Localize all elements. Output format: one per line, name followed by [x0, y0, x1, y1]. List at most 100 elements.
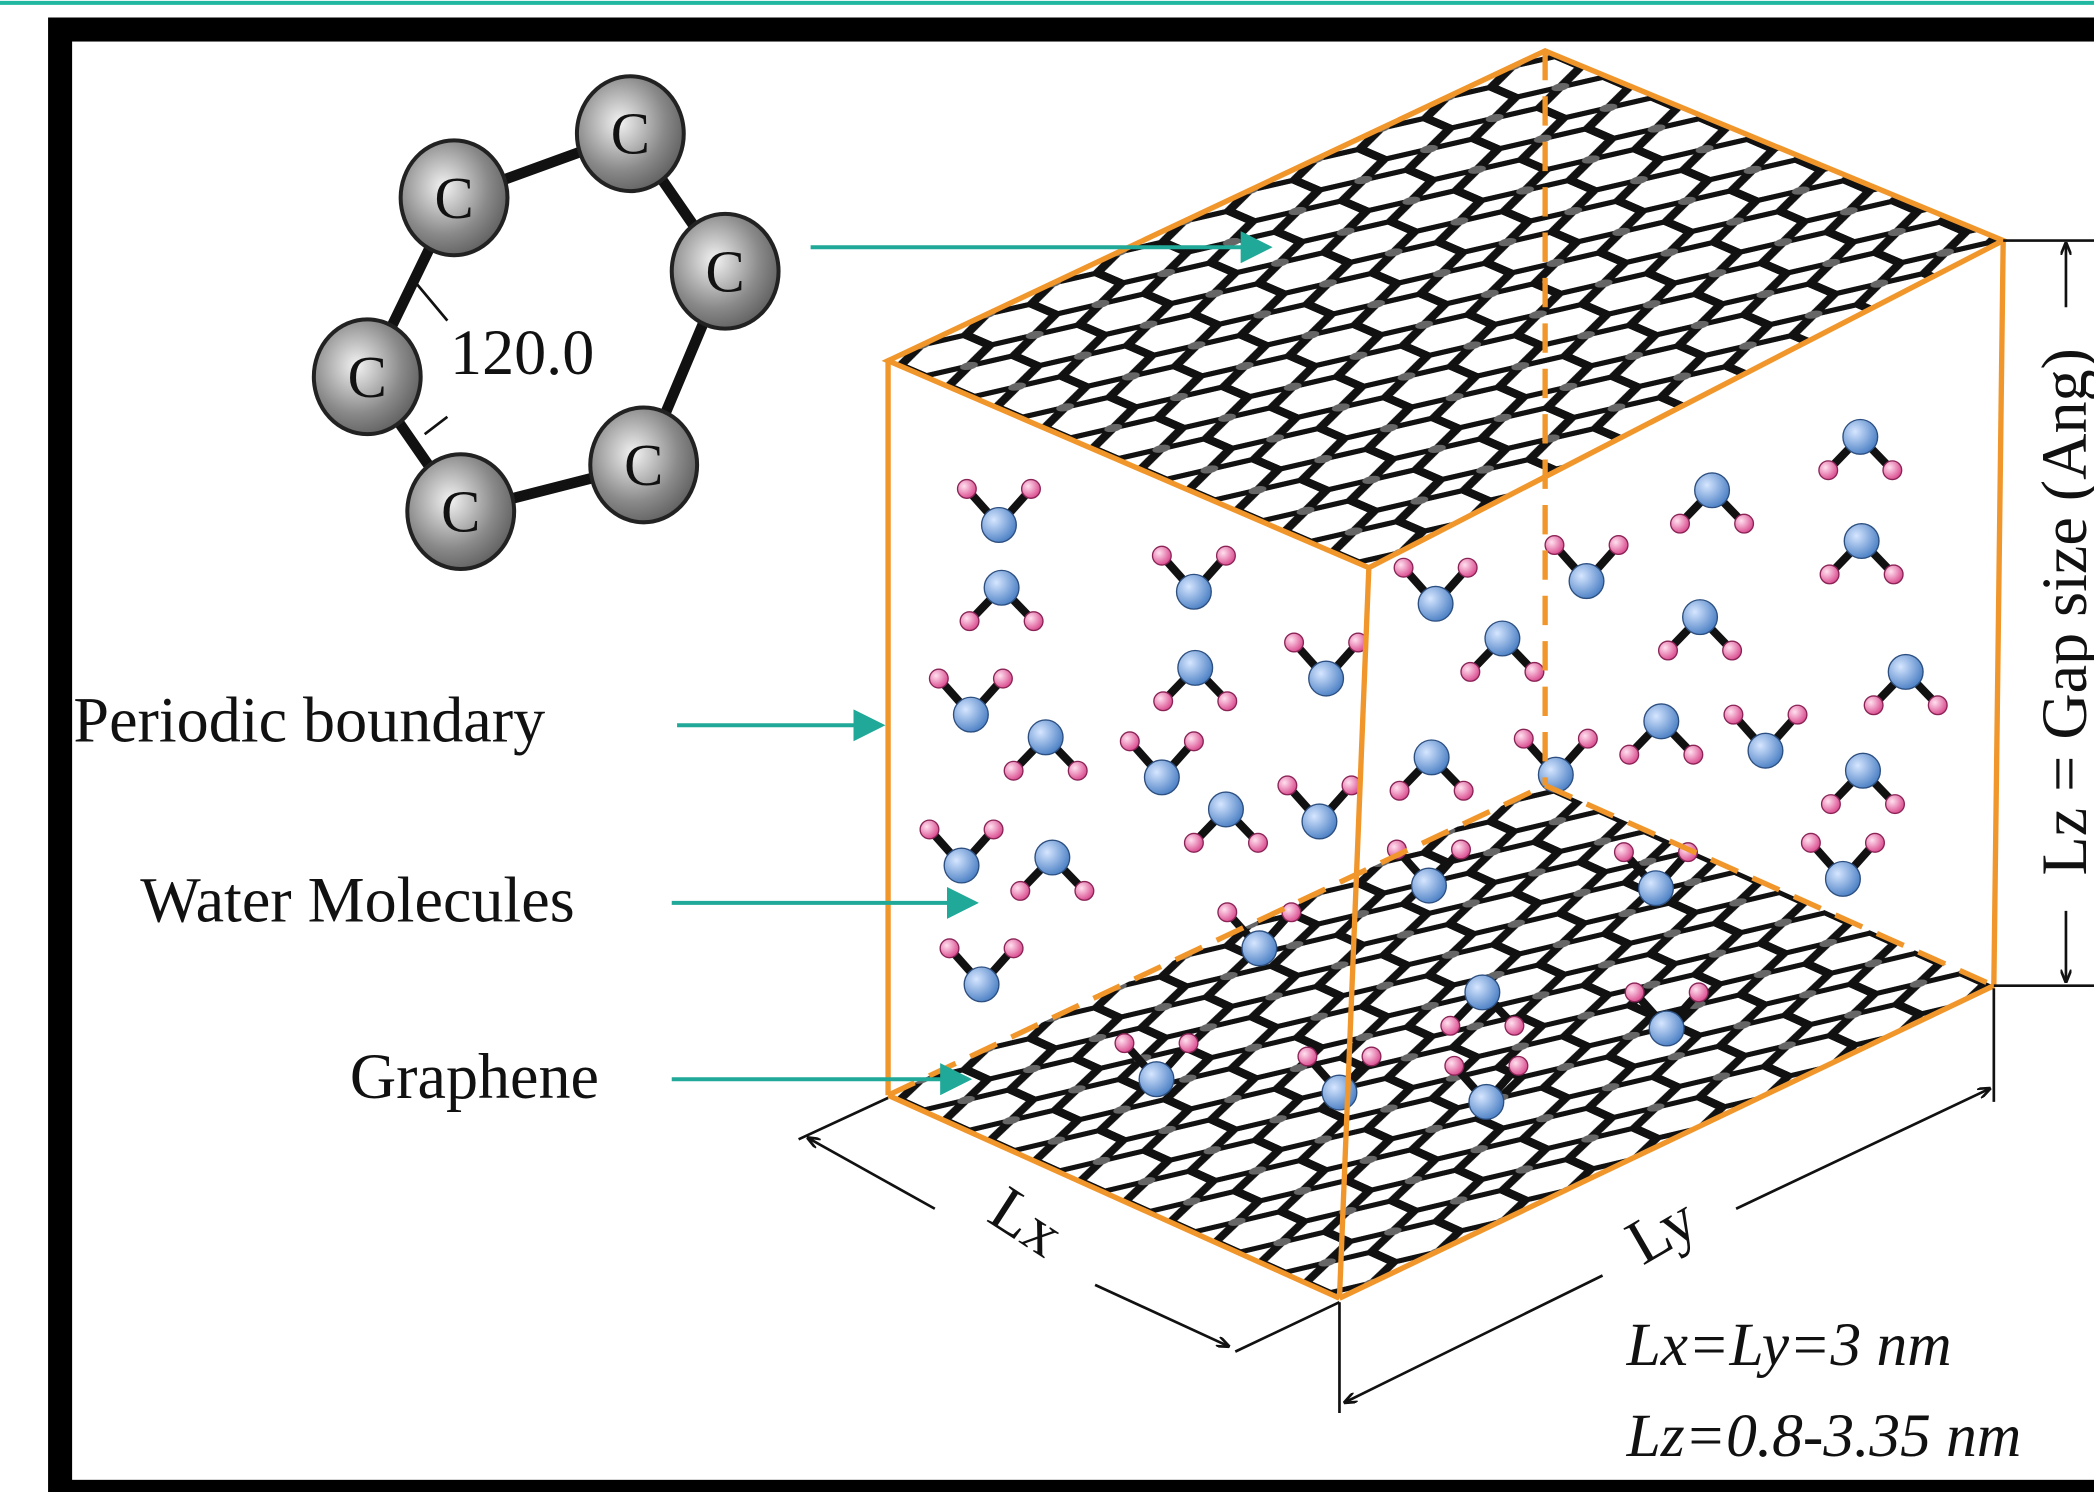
hydrogen [1866, 833, 1885, 852]
water-molecule [1819, 419, 1902, 479]
hydrogen [1735, 514, 1754, 533]
water-molecule [1514, 729, 1597, 792]
water-molecule [1671, 473, 1754, 533]
hydrogen [1004, 761, 1023, 780]
oxygen [954, 697, 989, 732]
water-molecule [1011, 840, 1094, 900]
hydrogen [1282, 903, 1301, 922]
water-molecule [1394, 558, 1477, 621]
periodic-boundary-label: Periodic boundary [73, 684, 545, 755]
oxygen [1469, 1085, 1504, 1120]
hydrogen [1724, 705, 1743, 724]
size-note: Lx=Ly=3 nm [1626, 1311, 1952, 1379]
hydrogen [958, 480, 977, 499]
water-molecule [1278, 776, 1361, 839]
oxygen [982, 508, 1017, 543]
oxygen [1843, 419, 1878, 454]
hydrogen [1217, 546, 1236, 565]
hydrogen [1362, 1047, 1381, 1066]
hydrogen [1154, 692, 1173, 711]
hydrogen [1394, 558, 1413, 577]
hydrogen [1249, 833, 1268, 852]
hydrogen [1609, 536, 1628, 555]
hydrogen [1120, 732, 1139, 751]
hydrogen [960, 612, 979, 631]
hydrogen [1615, 843, 1634, 862]
oxygen [1412, 868, 1447, 903]
angle-label: 120.0 [450, 317, 594, 388]
hydrogen [1689, 983, 1708, 1002]
hydrogen [1514, 729, 1533, 748]
hydrogen [1505, 1016, 1524, 1035]
hydrogen [1671, 514, 1690, 533]
hydrogen [1545, 536, 1564, 555]
hydrogen [1802, 833, 1821, 852]
oxygen [1748, 733, 1783, 768]
water-molecule [1185, 792, 1268, 852]
hydrogen [1390, 781, 1409, 800]
water-molecule [940, 939, 1023, 1002]
hydrogen [1461, 663, 1480, 682]
water-molecule [1120, 732, 1203, 795]
hydrogen [1445, 1056, 1464, 1075]
hydrogen [940, 939, 959, 958]
hydrogen [1285, 633, 1304, 652]
lz-label: Lz = Gap size (Ang) [2029, 348, 2094, 875]
hydrogen [1659, 641, 1678, 660]
hydrogen [1625, 983, 1644, 1002]
page: {"ring":{"atoms":["C","C","C","C","C","C… [0, 0, 2094, 1492]
hydrogen [1884, 565, 1903, 584]
hydrogen [920, 820, 939, 839]
water-molecule [958, 480, 1041, 543]
water-molecule [929, 669, 1012, 732]
hydrogen [1024, 612, 1043, 631]
hydrogen [1620, 745, 1639, 764]
water-molecule [1390, 740, 1473, 800]
hydrogen [929, 669, 948, 688]
oxygen [1683, 600, 1718, 635]
hydrogen [1004, 939, 1023, 958]
lx-label: Lx [977, 1172, 1075, 1270]
hydrogen [1820, 565, 1839, 584]
oxygen [1695, 473, 1730, 508]
hydrogen [1864, 696, 1883, 715]
hydrogen [1218, 903, 1237, 922]
atom-label: C [624, 433, 663, 498]
hydrogen [1075, 882, 1094, 901]
oxygen [1485, 621, 1520, 656]
oxygen [1569, 564, 1604, 599]
oxygen [1826, 862, 1861, 897]
oxygen [1644, 704, 1679, 739]
hydrogen [1153, 546, 1172, 565]
oxygen [1177, 574, 1212, 609]
size-note: Lz=0.8-3.35 nm [1626, 1402, 2022, 1470]
oxygen [1178, 651, 1213, 686]
oxygen [1035, 840, 1070, 875]
hydrogen [1179, 1034, 1198, 1053]
hydrogen [1579, 729, 1598, 748]
water-molecule [1620, 704, 1703, 764]
oxygen [964, 967, 999, 1002]
oxygen [1028, 720, 1063, 755]
water-molecule [1820, 524, 1903, 584]
water-molecule [1864, 655, 1947, 715]
graphene-label: Graphene [350, 1041, 599, 1112]
oxygen [1209, 792, 1244, 827]
atom-label: C [348, 345, 387, 410]
oxygen [984, 570, 1019, 605]
ly-label: Ly [1614, 1183, 1708, 1278]
hydrogen [1883, 461, 1902, 480]
oxygen [1465, 975, 1500, 1010]
hydrogen [1819, 461, 1838, 480]
hydrogen [1788, 705, 1807, 724]
hydrogen [1454, 781, 1473, 800]
atom-label: C [611, 102, 650, 167]
hydrogen [1185, 833, 1204, 852]
hydrogen [1068, 761, 1087, 780]
water-molecule [960, 570, 1043, 630]
hydrogen [1452, 840, 1471, 859]
hydrogen [1011, 882, 1030, 901]
hydrogen [1115, 1034, 1134, 1053]
hydrogen [1928, 696, 1947, 715]
atom-label: C [434, 166, 473, 231]
